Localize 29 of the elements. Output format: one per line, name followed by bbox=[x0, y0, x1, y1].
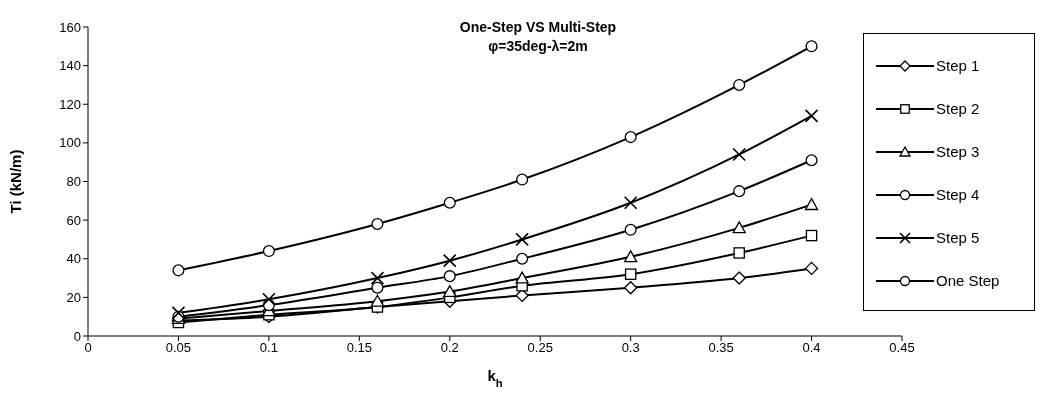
y-tick-label: 0 bbox=[73, 328, 81, 344]
legend-label: Step 4 bbox=[936, 186, 980, 203]
y-tick-label: 80 bbox=[66, 174, 81, 190]
x-tick-label: 0.15 bbox=[346, 340, 372, 356]
x-tick-label: 0 bbox=[84, 340, 92, 356]
y-tick-label: 20 bbox=[66, 289, 81, 305]
x-tick-label: 0.1 bbox=[259, 340, 278, 356]
y-tick-label: 120 bbox=[59, 96, 81, 112]
x-tick-label: 0.4 bbox=[802, 340, 821, 356]
y-tick-label: 40 bbox=[66, 251, 81, 267]
x-tick-label: 0.25 bbox=[527, 340, 553, 356]
y-tick-label: 60 bbox=[66, 212, 81, 228]
y-axis-title: Ti (kN/m) bbox=[7, 149, 25, 214]
y-tick-label: 100 bbox=[59, 135, 81, 151]
legend-label: Step 1 bbox=[936, 57, 980, 74]
x-tick-label: 0.45 bbox=[889, 340, 915, 356]
y-tick-label: 140 bbox=[59, 58, 81, 74]
legend-label: Step 5 bbox=[936, 229, 980, 246]
x-tick-label: 0.2 bbox=[440, 340, 459, 356]
legend-label: Step 2 bbox=[936, 100, 980, 117]
x-axis-title: k$_{h}$ bbox=[487, 367, 503, 389]
x-tick-label: 0.05 bbox=[165, 340, 192, 356]
x-tick-label: 0.3 bbox=[621, 340, 640, 356]
x-tick-label: 0.35 bbox=[708, 340, 734, 356]
chart-title: One-Step VS Multi-Step bbox=[458, 18, 618, 37]
legend-label: One Step bbox=[936, 272, 1000, 289]
legend-label: Step 3 bbox=[936, 143, 980, 160]
text: φ=35deg-λ=2m bbox=[487, 37, 589, 56]
y-tick-label: 160 bbox=[59, 19, 81, 35]
